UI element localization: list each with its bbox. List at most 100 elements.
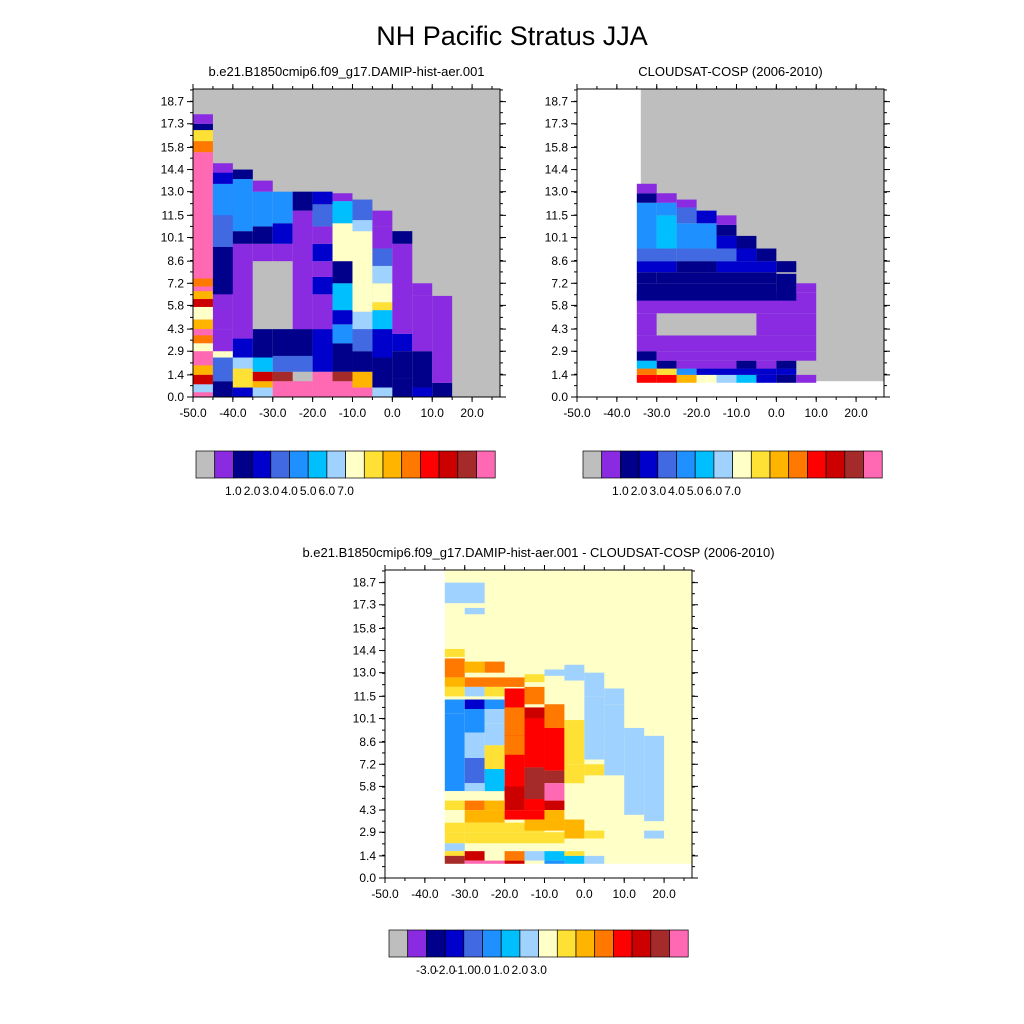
obs-x-tick-label: -10.0	[723, 406, 751, 420]
diff-cell	[444, 800, 465, 811]
model-cell	[372, 226, 393, 249]
obs-cell	[636, 183, 657, 194]
diff-cell	[444, 810, 465, 823]
model-cell	[372, 310, 393, 330]
obs-y-tick-label: 5.8	[551, 298, 568, 312]
model-cell	[312, 191, 333, 205]
obs-cell	[736, 248, 757, 262]
obs-colorbar-label: 5.0	[687, 484, 704, 498]
diff-cell	[444, 658, 465, 678]
obs-cell	[656, 351, 817, 361]
obs-cell	[676, 223, 717, 249]
model-cell	[372, 265, 393, 284]
model-colorbar-swatch	[476, 450, 496, 479]
model-cell	[352, 199, 373, 221]
obs-y-tick-label: 18.7	[545, 95, 569, 109]
model-cell	[312, 226, 333, 244]
model-colorbar-swatch	[420, 450, 440, 479]
diff-cell	[504, 688, 525, 800]
model-colorbar-swatch	[345, 450, 365, 479]
diff-cell	[564, 664, 585, 681]
model-colorbar-swatch	[326, 450, 346, 479]
diff-title: b.e21.B1850cmip6.f09_g17.DAMIP-hist-aer.…	[302, 545, 774, 560]
model-cell	[193, 123, 213, 131]
model-colorbar: 1.0 2.0 3.0 4.0 5.0 6.0 7.0	[195, 450, 496, 498]
obs-cell	[656, 215, 677, 238]
model-cell	[352, 351, 373, 372]
model-cell	[332, 223, 353, 262]
obs-y-tick-label: 1.4	[551, 368, 568, 382]
model-colorbar-label: 1.0	[225, 484, 242, 498]
model-y-tick-label: 5.8	[167, 298, 184, 312]
model-y-tick-label: 0.0	[167, 390, 184, 404]
model-cell	[193, 130, 213, 142]
obs-missing-region	[640, 89, 884, 382]
diff-cell	[544, 810, 565, 820]
page-title: NH Pacific Stratus JJA	[376, 21, 648, 51]
obs-colorbar-swatch	[769, 450, 790, 479]
obs-cell	[656, 193, 677, 203]
obs-x-tick-label: 0.0	[768, 406, 785, 420]
diff-cell	[524, 819, 565, 831]
diff-cell	[504, 707, 525, 736]
model-cell	[392, 243, 413, 334]
model-cell	[272, 243, 293, 262]
diff-cell	[444, 855, 465, 861]
obs-cell	[776, 273, 797, 301]
model-cell	[352, 387, 373, 397]
diff-cell	[584, 696, 605, 760]
diff-cell	[444, 677, 465, 687]
model-cell	[193, 278, 213, 287]
model-cell	[252, 329, 273, 358]
obs-colorbar-swatch	[676, 450, 696, 479]
model-cell	[232, 338, 253, 358]
model-cell	[252, 180, 273, 192]
obs-y-tick-label: 10.1	[545, 230, 569, 244]
diff-cell	[504, 810, 545, 820]
diff-cell	[604, 688, 625, 705]
obs-x-tick-label: 10.0	[805, 406, 829, 420]
model-cell	[332, 343, 353, 372]
diff-cell	[524, 718, 545, 768]
model-colorbar-swatch	[457, 450, 477, 479]
diff-cell	[464, 800, 485, 811]
obs-cell	[676, 248, 737, 262]
diff-cell	[484, 851, 505, 861]
obs-cell	[756, 248, 777, 262]
diff-cell	[584, 855, 605, 864]
obs-colorbar-swatch	[657, 450, 677, 479]
obs-background	[577, 89, 884, 397]
model-cell	[312, 276, 333, 295]
diff-cell	[644, 830, 665, 839]
diff-cell	[504, 786, 525, 811]
model-cell	[332, 201, 353, 224]
obs-cell	[656, 374, 677, 383]
diff-colorbar-swatch	[388, 929, 409, 958]
model-colorbar-swatch	[401, 450, 421, 479]
diff-cell	[524, 707, 545, 719]
diff-cell	[444, 855, 465, 864]
model-cell	[193, 343, 213, 352]
diff-cell	[444, 582, 485, 604]
model-cell	[392, 333, 413, 352]
diff-cell	[484, 745, 505, 770]
diff-cell	[564, 851, 585, 856]
model-colorbar-swatch	[195, 450, 216, 479]
model-colorbar-swatch	[363, 450, 384, 479]
obs-cell	[636, 292, 817, 314]
model-cell	[232, 243, 253, 339]
diff-cell	[444, 791, 465, 801]
diff-cell	[504, 851, 525, 861]
diff-colorbar-label: 0.0	[474, 963, 491, 977]
diff-x-tick-label: -10.0	[531, 887, 559, 901]
model-colorbar-swatch	[438, 450, 459, 479]
obs-cell	[636, 248, 677, 262]
model-cell	[193, 365, 213, 375]
diff-y-tick-label: 17.3	[353, 598, 377, 612]
model-y-tick-label: 11.5	[162, 208, 185, 222]
model-x-tick-label: -10.0	[339, 406, 367, 420]
model-cell	[272, 355, 313, 372]
model-cell	[392, 378, 413, 397]
model-x-tick-label: -40.0	[219, 406, 247, 420]
